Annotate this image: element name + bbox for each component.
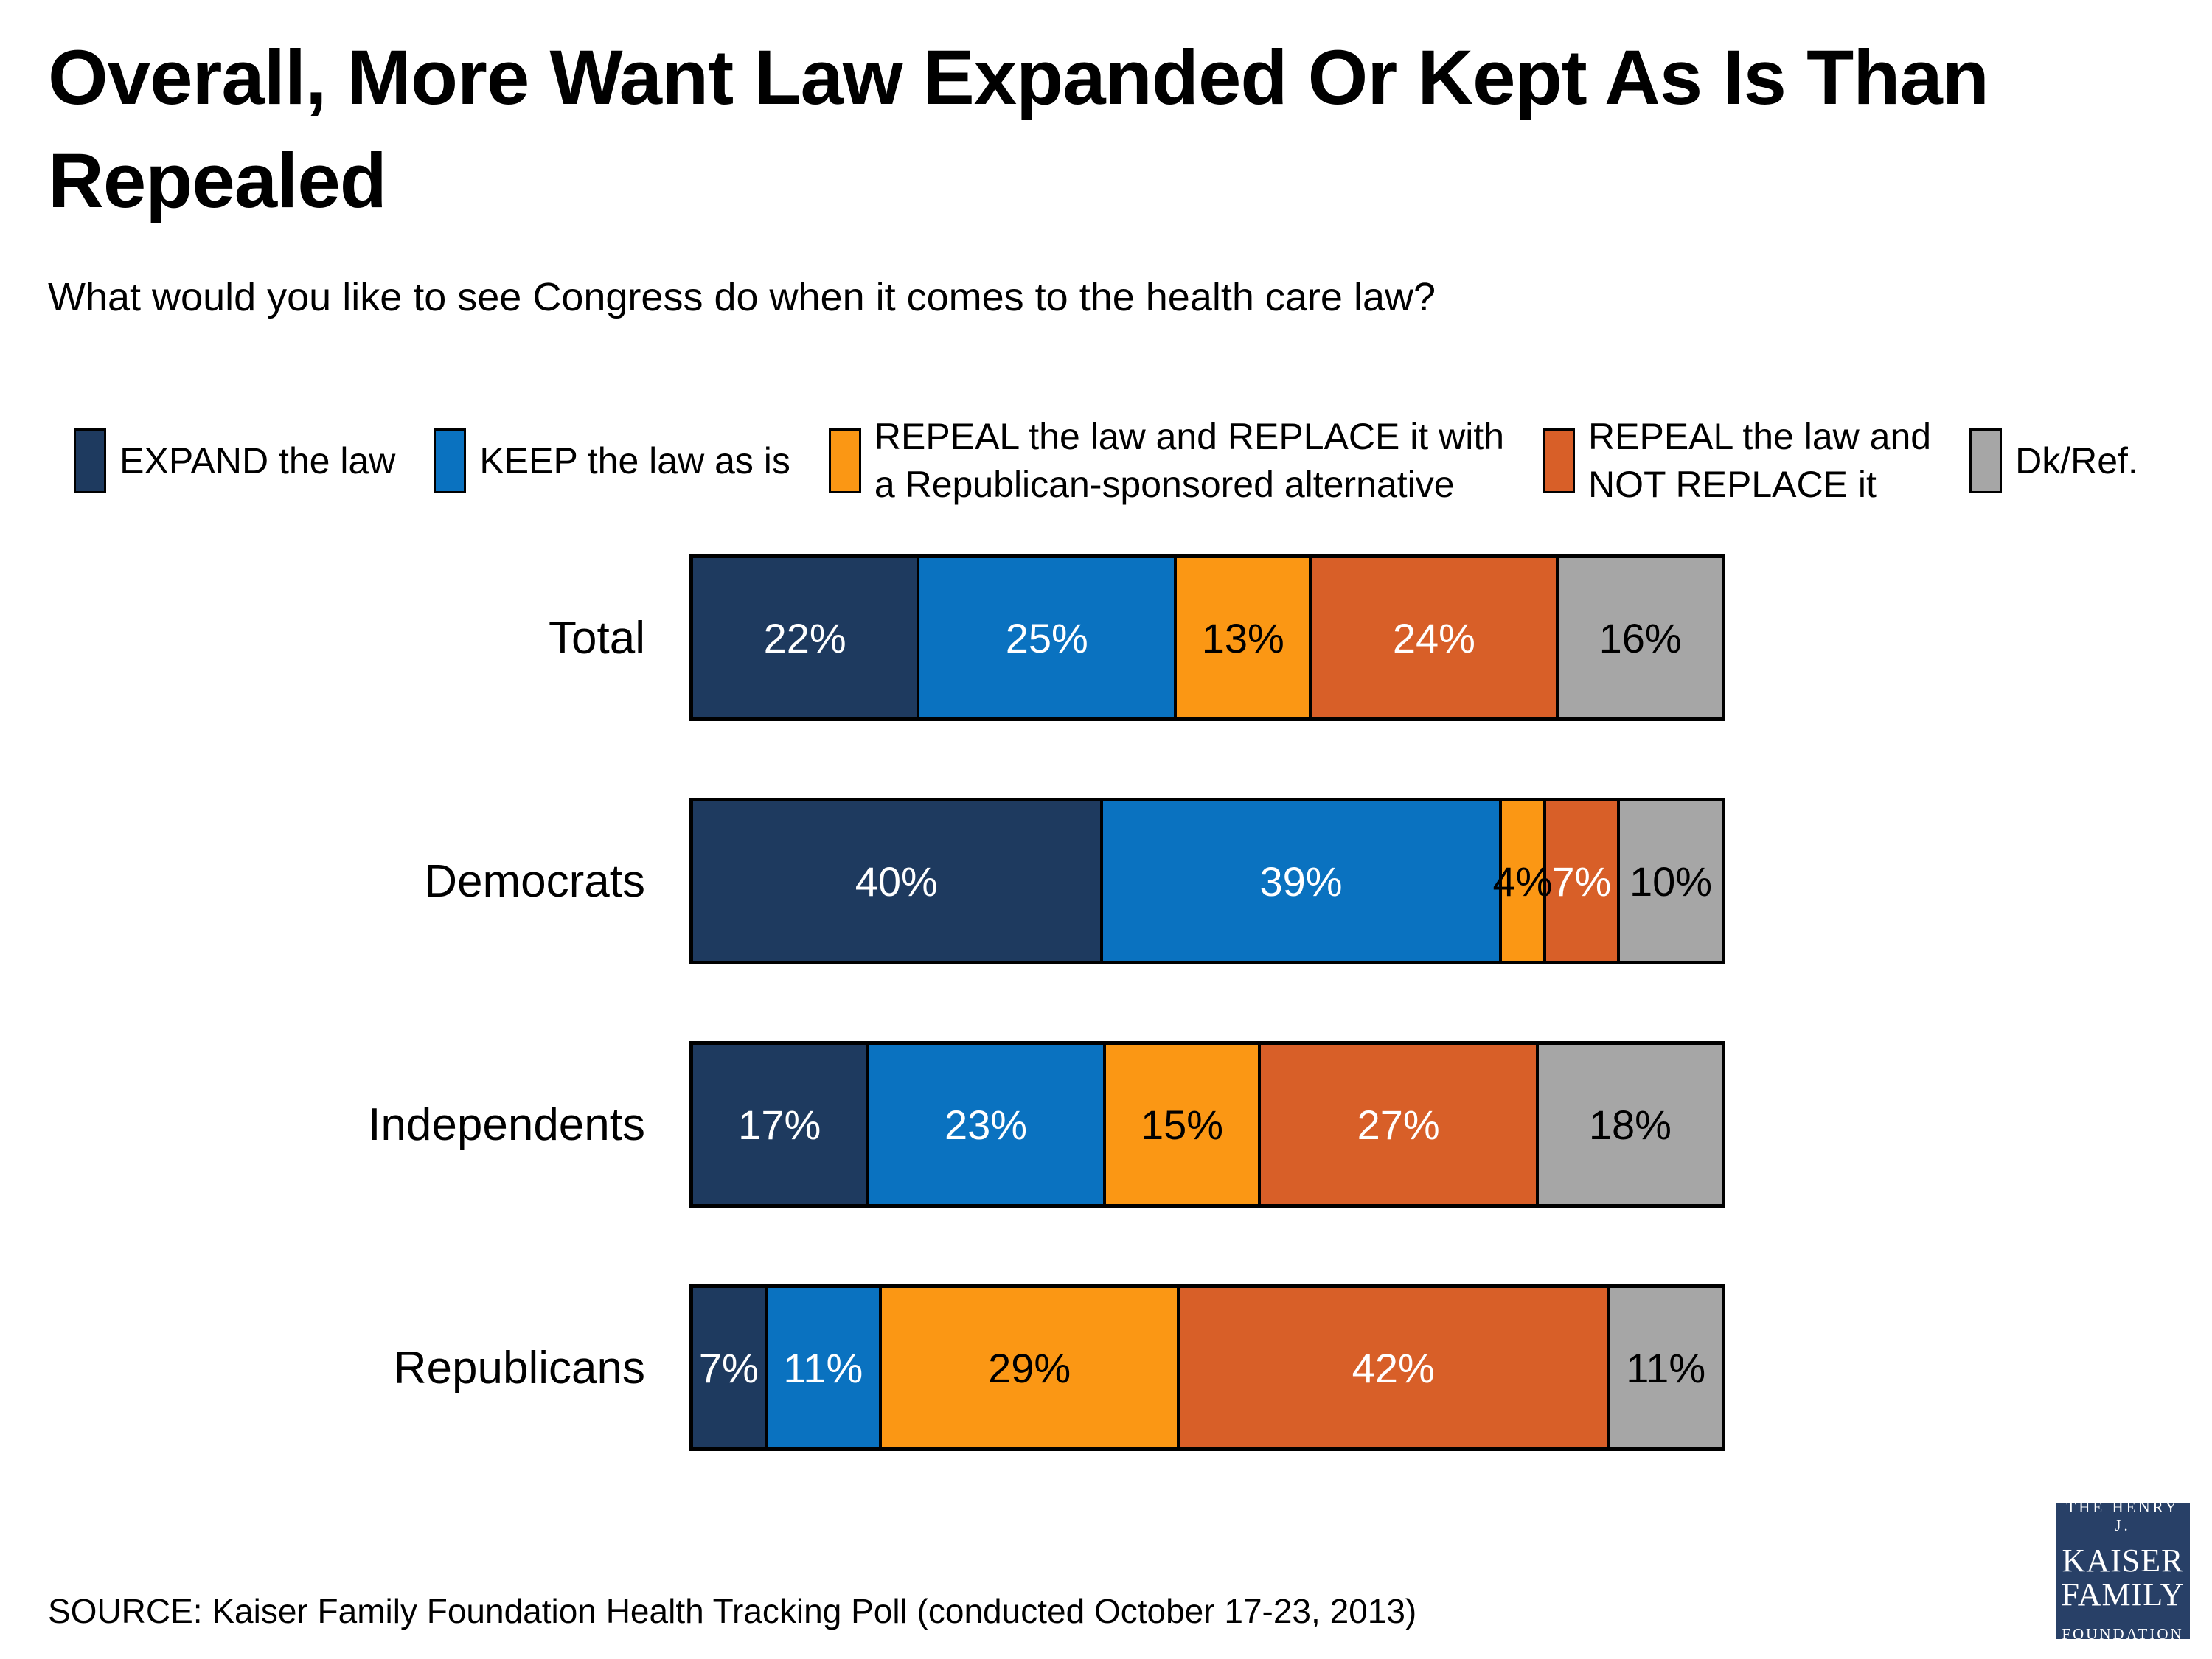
legend-swatch-icon: [74, 428, 107, 493]
bar-segment: 17%: [693, 1045, 866, 1204]
kff-logo-line4: FOUNDATION: [2062, 1625, 2184, 1644]
legend-label: EXPAND the law: [119, 439, 396, 481]
bar-row: Total 22% 25% 13% 24% 16%: [48, 554, 1725, 721]
segment-value-label: 15%: [1140, 1101, 1224, 1148]
legend-swatch-icon: [828, 428, 861, 493]
bar-segment: 23%: [866, 1045, 1103, 1204]
bar-segment: 11%: [764, 1288, 880, 1447]
legend: EXPAND the law KEEP the law as is REPEAL t…: [44, 398, 2168, 524]
bar-row: Republicans 7% 11% 29% 42% 11%: [48, 1284, 1725, 1451]
segment-value-label: 18%: [1588, 1101, 1672, 1148]
segment-value-label: 11%: [783, 1344, 863, 1391]
segment-value-label: 42%: [1352, 1344, 1435, 1391]
legend-swatch-icon: [434, 428, 467, 493]
segment-value-label: 4%: [1492, 858, 1553, 905]
segment-value-label: 39%: [1259, 858, 1343, 905]
segment-value-label: 27%: [1357, 1101, 1440, 1148]
bar-segment: 15%: [1102, 1045, 1259, 1204]
segment-value-label: 11%: [1626, 1344, 1706, 1391]
stacked-bar: 40% 39% 4% 7% 10%: [689, 798, 1725, 964]
legend-swatch-icon: [1969, 428, 2003, 493]
segment-value-label: 24%: [1392, 614, 1475, 661]
source-note: SOURCE: Kaiser Family Foundation Health …: [48, 1592, 1417, 1630]
bar-segment: 22%: [693, 558, 917, 717]
legend-item: REPEAL the law and NOT REPLACE it: [1543, 413, 1931, 509]
bar-segment: 29%: [879, 1288, 1178, 1447]
legend-swatch-icon: [1543, 428, 1576, 493]
bar-row: Democrats 40% 39% 4% 7% 10%: [48, 798, 1725, 964]
legend-item: EXPAND the law: [74, 428, 395, 493]
chart: Total 22% 25% 13% 24% 16% Democrats 40% 39% 4% 7% 1…: [48, 554, 1725, 1528]
category-label: Republicans: [393, 1342, 645, 1394]
bar-segment: 24%: [1309, 558, 1557, 717]
kff-logo-line1: THE HENRY J.: [2066, 1498, 2180, 1534]
legend-item: Dk/Ref.: [1969, 428, 2138, 493]
bar-segment: 7%: [1543, 801, 1618, 961]
segment-value-label: 10%: [1630, 858, 1713, 905]
segment-value-label: 29%: [988, 1344, 1071, 1391]
legend-label: Dk/Ref.: [2015, 439, 2138, 481]
bar-row: Independents 17% 23% 15% 27% 18%: [48, 1041, 1725, 1208]
stacked-bar: 22% 25% 13% 24% 16%: [689, 554, 1725, 721]
segment-value-label: 25%: [1005, 614, 1088, 661]
bar-segment: 16%: [1556, 558, 1722, 717]
legend-item: REPEAL the law and REPLACE it with a Repu…: [828, 413, 1505, 509]
bar-segment: 40%: [693, 801, 1100, 961]
kff-logo-line2: KAISER: [2062, 1542, 2184, 1579]
segment-value-label: 40%: [855, 858, 938, 905]
legend-label: REPEAL the law and REPLACE it with a Repu…: [874, 416, 1505, 505]
slide-title-line2: Repealed: [48, 138, 387, 224]
segment-value-label: 23%: [944, 1101, 1028, 1148]
legend-item: KEEP the law as is: [434, 428, 790, 493]
question-text: What would you like to see Congress do w…: [48, 275, 1436, 319]
bar-segment: 10%: [1617, 801, 1722, 961]
segment-value-label: 7%: [698, 1344, 759, 1391]
bar-segment: 13%: [1174, 558, 1310, 717]
legend-label: REPEAL the law and NOT REPLACE it: [1588, 416, 1932, 505]
segment-value-label: 16%: [1599, 614, 1682, 661]
category-label: Total: [549, 612, 645, 664]
segment-value-label: 13%: [1201, 614, 1284, 661]
legend-label: KEEP the law as is: [479, 439, 790, 481]
slide-title: Overall, More Want Law Expanded Or Kept …: [48, 27, 1989, 233]
kff-logo-line3: FAMILY: [2061, 1576, 2185, 1613]
kff-logo: THE HENRY J. KAISER FAMILY FOUNDATION: [2056, 1498, 2190, 1643]
bar-segment: 18%: [1535, 1045, 1722, 1204]
bar-segment: 42%: [1177, 1288, 1607, 1447]
category-label: Independents: [368, 1099, 645, 1150]
slide-title-line1: Overall, More Want Law Expanded Or Kept …: [48, 35, 1989, 121]
bar-segment: 25%: [917, 558, 1175, 717]
segment-value-label: 7%: [1551, 858, 1612, 905]
segment-value-label: 22%: [763, 614, 846, 661]
bar-segment: 39%: [1099, 801, 1500, 961]
bar-segment: 7%: [693, 1288, 765, 1447]
stacked-bar: 17% 23% 15% 27% 18%: [689, 1041, 1725, 1208]
bar-segment: 11%: [1607, 1288, 1722, 1447]
bar-segment: 27%: [1258, 1045, 1536, 1204]
segment-value-label: 17%: [738, 1101, 821, 1148]
stacked-bar: 7% 11% 29% 42% 11%: [689, 1284, 1725, 1451]
category-label: Democrats: [424, 855, 645, 907]
bar-segment: 4%: [1493, 801, 1552, 961]
